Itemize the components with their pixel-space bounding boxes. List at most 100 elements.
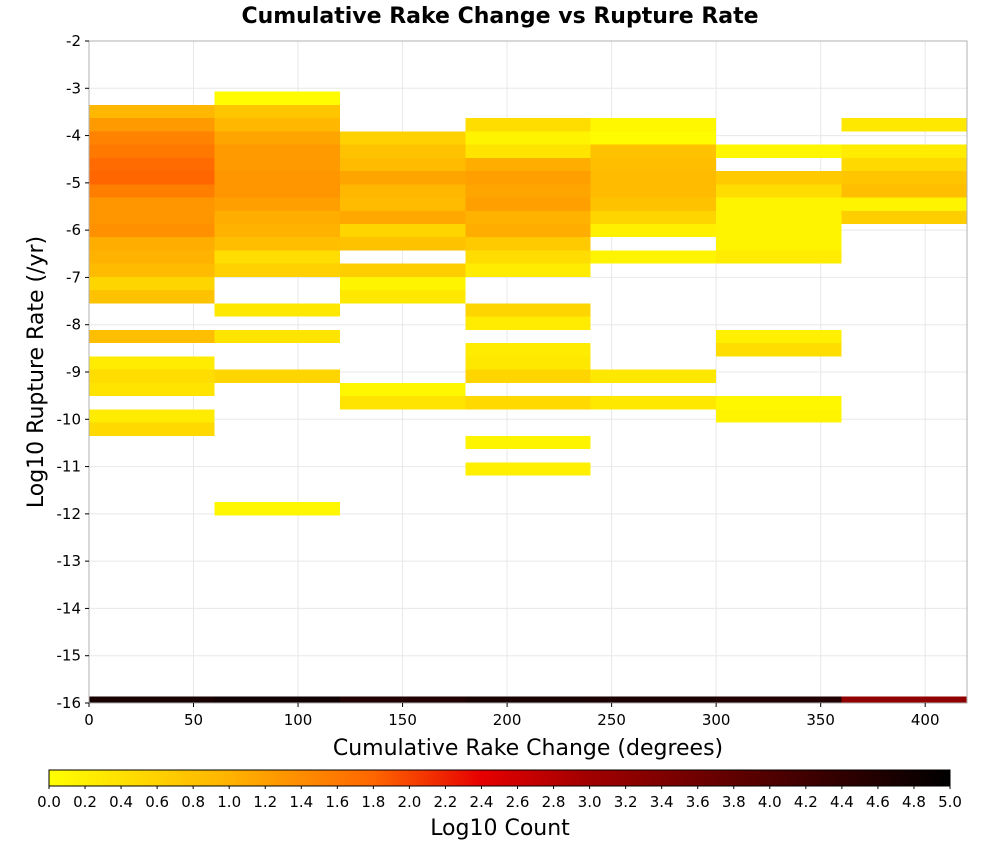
heatmap-cell (89, 382, 215, 397)
heatmap-cell (465, 316, 591, 330)
colorbar-tick-label: 4.6 (866, 793, 890, 811)
heatmap-cell (89, 290, 215, 304)
y-tick-label: -11 (57, 458, 82, 476)
colorbar-tick-label: 2.4 (470, 793, 494, 811)
heatmap-cell (89, 369, 215, 383)
colorbar-tick-label: 5.0 (938, 793, 962, 811)
heatmap-cell (89, 118, 215, 132)
colorbar-tick-label: 3.6 (686, 793, 710, 811)
heatmap-cell (841, 144, 967, 158)
colorbar-tick-label: 3.2 (614, 793, 638, 811)
heatmap-cell (716, 171, 842, 185)
heatmap-cell (465, 197, 591, 211)
heatmap-cell (339, 171, 466, 185)
colorbar-tick-label: 1.4 (289, 793, 313, 811)
y-tick-label: -9 (66, 363, 81, 381)
colorbar-tick-label: 0.4 (109, 793, 133, 811)
heatmap-cell (590, 144, 717, 158)
heatmap-cell (339, 396, 466, 410)
colorbar-tick-label: 0.2 (73, 793, 97, 811)
heatmap-cell (465, 157, 591, 172)
colorbar-tick-label: 0.8 (181, 793, 205, 811)
heatmap-cell-bottom (716, 696, 842, 703)
heatmap-cell (465, 250, 591, 264)
heatmap-cell (465, 184, 591, 198)
x-tick-label: 150 (388, 711, 417, 729)
heatmap-cell (841, 171, 967, 185)
colorbar-label: Log10 Count (430, 816, 570, 841)
heatmap-cell (716, 409, 842, 423)
heatmap-cell (716, 329, 842, 344)
heatmap-cell (716, 197, 842, 211)
y-tick-label: -12 (57, 505, 82, 523)
heatmap-cell (214, 369, 340, 383)
heatmap-cell (89, 263, 215, 277)
heatmap-cell (89, 237, 215, 251)
heatmap-cell (465, 356, 591, 370)
colorbar-tick-label: 3.8 (722, 793, 746, 811)
y-tick-label: -10 (57, 410, 82, 428)
heatmap-cell (89, 409, 215, 423)
heatmap-cell (716, 343, 842, 357)
colorbar-ticks: 0.0 0.2 0.4 0.6 0.8 1.0 1.2 1.4 1.6 1.8 2.0 2.2 2.4 2… (37, 786, 962, 811)
heatmap-cell (339, 263, 466, 277)
colorbar-tick-label: 4.8 (902, 793, 926, 811)
y-tick-label: -14 (57, 599, 82, 617)
heatmap-cell-bottom (339, 696, 466, 703)
heatmap-cell (465, 343, 591, 357)
heatmap-cell (590, 210, 717, 224)
heatmap-cell (465, 131, 591, 145)
y-tick-label: -8 (66, 316, 81, 334)
colorbar-tick-label: 0.6 (145, 793, 169, 811)
heatmap-cell-bottom (214, 696, 340, 703)
heatmap-cell (716, 250, 842, 264)
heatmap-cell (841, 210, 967, 224)
y-tick-label: -5 (66, 174, 81, 192)
heatmap-cell (214, 184, 340, 198)
y-axis-label: Log10 Rupture Rate (/yr) (24, 236, 49, 508)
x-tick-label: 50 (184, 711, 203, 729)
colorbar-tick-label: 3.4 (650, 793, 674, 811)
heatmap-cell (89, 356, 215, 370)
x-tick-label: 100 (284, 711, 313, 729)
heatmap-cells (89, 91, 967, 703)
heatmap-cell (89, 184, 215, 198)
heatmap-cell (465, 118, 591, 132)
heatmap-cell (465, 171, 591, 185)
colorbar-tick-label: 4.2 (794, 793, 818, 811)
heatmap-cell (89, 329, 215, 344)
heatmap-cell (339, 290, 466, 304)
colorbar-tick-label: 1.8 (361, 793, 385, 811)
heatmap-cell (590, 118, 717, 132)
heatmap-cell (339, 276, 466, 291)
heatmap-cell (841, 157, 967, 172)
heatmap-cell (89, 131, 215, 145)
heatmap-cell (841, 197, 967, 211)
heatmap-cell (465, 369, 591, 383)
heatmap-cell (590, 197, 717, 211)
heatmap-cell (339, 237, 466, 251)
colorbar-tick-label: 4.0 (758, 793, 782, 811)
heatmap-cell (214, 210, 340, 224)
heatmap-cell (590, 171, 717, 185)
heatmap-cell-bottom (590, 696, 717, 703)
heatmap-cell (89, 157, 215, 172)
x-tick-label: 350 (806, 711, 835, 729)
heatmap-cell-bottom (89, 696, 215, 703)
colorbar-tick-label: 3.0 (578, 793, 602, 811)
heatmap-cell (590, 157, 717, 172)
x-axis-ticks: 0 50 100 150 200 250 300 350 400 (84, 703, 940, 729)
heatmap-cell (841, 118, 967, 132)
heatmap-cell (716, 237, 842, 251)
heatmap-cell (89, 210, 215, 224)
x-axis-label: Cumulative Rake Change (degrees) (333, 736, 723, 761)
heatmap-cell (214, 303, 340, 317)
colorbar-tick-label: 2.0 (397, 793, 421, 811)
heatmap-cell (89, 104, 215, 119)
x-tick-label: 250 (597, 711, 626, 729)
heatmap-cell (89, 422, 215, 436)
heatmap-cell (214, 223, 340, 238)
y-axis-ticks: -2 -3 -4 -5 -6 -7 -8 -9 -10 -11 -12 -13 -14 -15 -16 (57, 32, 89, 712)
heatmap-cell (465, 210, 591, 224)
